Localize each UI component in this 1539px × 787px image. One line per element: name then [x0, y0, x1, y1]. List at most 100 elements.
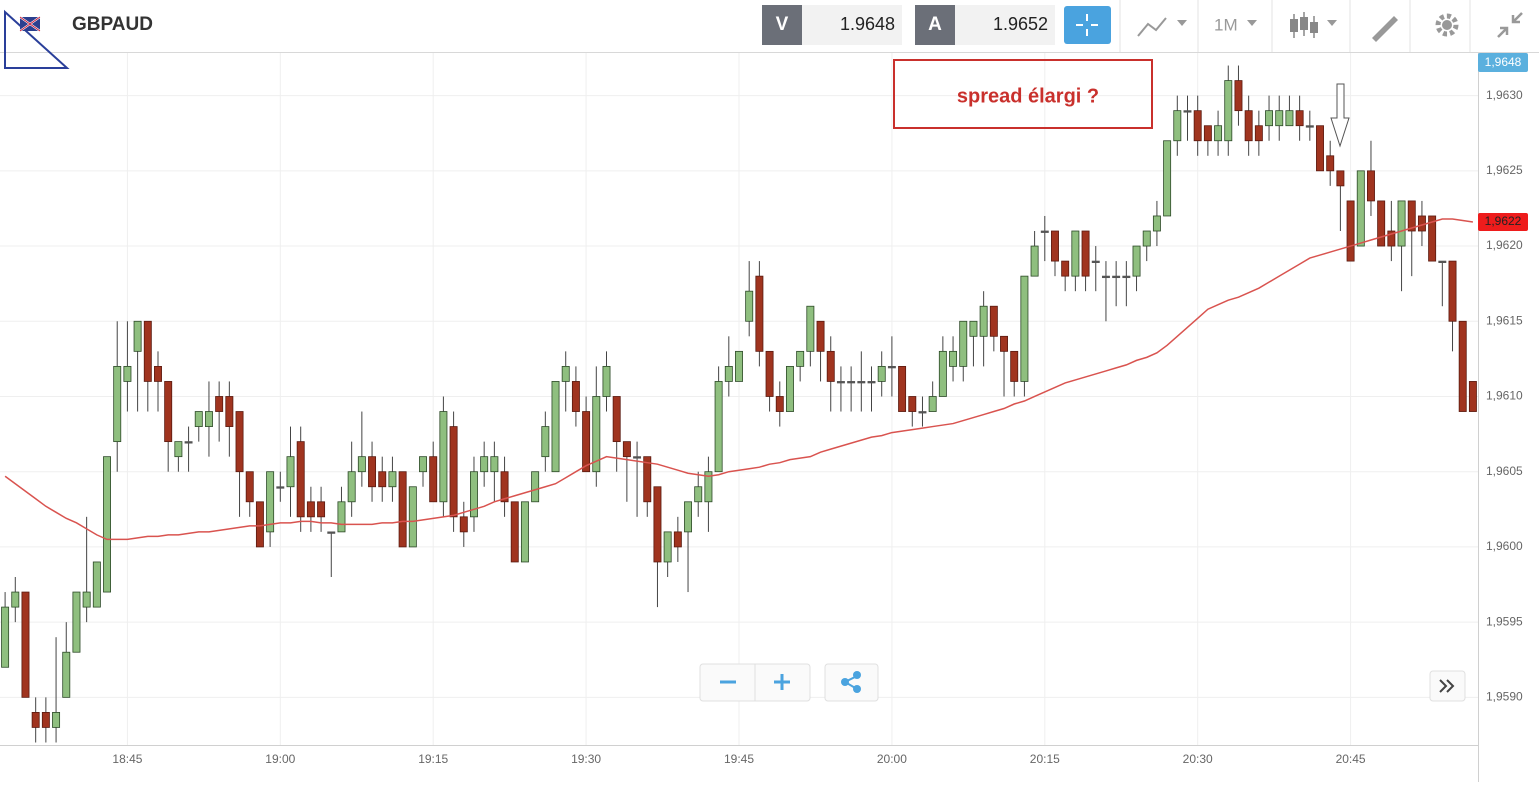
- candle-body: [1061, 260, 1070, 277]
- candle-body: [215, 396, 224, 412]
- candle-body: [1468, 381, 1477, 412]
- buy-price-box[interactable]: [955, 5, 1055, 45]
- sell-label-box[interactable]: [762, 5, 802, 45]
- candle-body: [1356, 170, 1365, 247]
- candle-body: [439, 411, 448, 503]
- candle-body: [1173, 110, 1182, 142]
- candle-body: [62, 651, 71, 698]
- candle-body: [1458, 320, 1467, 412]
- buy-label-box[interactable]: [915, 5, 955, 45]
- candle-body: [11, 591, 20, 608]
- candle-body: [938, 350, 947, 397]
- candle-body: [969, 320, 978, 337]
- candle-body: [296, 441, 305, 518]
- share-button[interactable]: [824, 663, 879, 702]
- candle-body: [337, 501, 346, 533]
- dropdown-arrow: [1327, 20, 1337, 26]
- candle-body: [775, 396, 784, 412]
- candle-body: [327, 531, 336, 534]
- candle-body: [541, 426, 550, 458]
- candle-body: [480, 456, 489, 473]
- candle-body: [154, 365, 162, 382]
- candle-body: [368, 456, 377, 488]
- candle-body: [551, 381, 560, 473]
- candle-body: [1367, 170, 1375, 202]
- candle-body: [622, 441, 631, 458]
- candle-body: [123, 365, 132, 382]
- candle-body: [235, 411, 244, 473]
- candle-body: [1091, 260, 1100, 263]
- candle-body: [317, 501, 326, 518]
- candle-body: [164, 381, 173, 443]
- crosshair-button[interactable]: [1064, 6, 1111, 44]
- zoom-in[interactable]: [774, 674, 790, 690]
- candle-body: [1163, 140, 1172, 217]
- candle-body: [266, 471, 275, 533]
- candle-body: [908, 396, 917, 412]
- candle-body: [72, 591, 81, 653]
- candle-body: [1081, 230, 1090, 277]
- scroll-right-icon: [1439, 679, 1455, 693]
- candle-body: [1407, 200, 1416, 232]
- candle-body: [1214, 125, 1223, 142]
- share-icon: [853, 671, 861, 679]
- candle-body: [82, 591, 91, 608]
- y-tick-label: 1,9595: [1486, 614, 1523, 628]
- candle-body: [1438, 260, 1447, 263]
- scroll-right-button[interactable]: [1429, 670, 1466, 702]
- annotation-arrow: [1330, 83, 1350, 148]
- candle-body: [806, 305, 815, 352]
- candle-body: [653, 486, 662, 563]
- candle-body: [408, 486, 417, 548]
- y-tick-label: 1,9610: [1486, 389, 1523, 403]
- candle-body: [847, 381, 856, 384]
- y-tick-label: 1,9620: [1486, 238, 1523, 252]
- candle-body: [633, 456, 642, 459]
- candle-body: [531, 471, 540, 503]
- candle-body: [745, 290, 754, 322]
- collapse-icon[interactable]: [1497, 12, 1523, 38]
- candle-body: [684, 501, 693, 533]
- chart-type-icon[interactable]: [1137, 17, 1167, 37]
- candle-body: [1020, 275, 1029, 382]
- candle-body: [1071, 230, 1080, 277]
- timeframe[interactable]: 1M: [1214, 15, 1238, 34]
- candle-body: [419, 456, 427, 473]
- candle-body: [887, 365, 896, 369]
- candle-body: [612, 396, 621, 443]
- sell-label: V: [776, 14, 789, 35]
- share-icon: [853, 685, 861, 693]
- candle-body: [1040, 230, 1049, 233]
- candle-body: [1030, 245, 1039, 277]
- candle-body: [52, 712, 61, 728]
- current-price: 1,9622: [1485, 214, 1522, 228]
- moving-average-line: [4, 218, 1474, 541]
- candle-body: [204, 411, 213, 427]
- sell-price-box[interactable]: [802, 5, 902, 45]
- candle-body: [194, 411, 203, 427]
- candle-body: [1101, 275, 1110, 279]
- settings-icon[interactable]: [1435, 13, 1459, 37]
- candle-icon: [1300, 17, 1308, 30]
- draw-icon[interactable]: [1372, 16, 1398, 42]
- candle-body: [1010, 350, 1019, 382]
- candle-body: [877, 365, 886, 382]
- candle-body: [378, 471, 387, 488]
- candle-body: [1377, 200, 1386, 247]
- flag-cross-red: [19, 16, 41, 32]
- candle-body: [398, 471, 407, 548]
- candle-body: [449, 426, 458, 518]
- candle-body: [1326, 155, 1335, 172]
- x-tick-label: 20:30: [1183, 752, 1213, 766]
- top-price: 1,9648: [1485, 55, 1522, 69]
- candle-body: [1203, 125, 1212, 142]
- candle-body: [286, 456, 295, 488]
- x-tick-label: 19:45: [724, 752, 754, 766]
- plot-area: 1,9590 1,9595 1,9600 1,9605 1,9610 1,9615 1,96…: [0, 53, 1523, 782]
- candle-body: [1285, 110, 1294, 127]
- candle-body: [765, 350, 774, 397]
- header: GBPAUD V 1.9648 A 1.9652 1M: [0, 0, 1539, 69]
- candle-body: [1448, 260, 1457, 322]
- candle-body: [1336, 170, 1345, 187]
